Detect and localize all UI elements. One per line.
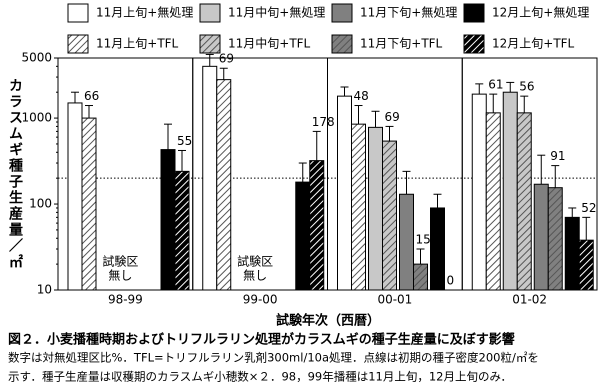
- bar: [430, 207, 445, 291]
- bar: [547, 187, 563, 291]
- ratio-label: 61: [488, 78, 503, 92]
- legend-label: 11月下旬+無処理: [360, 5, 457, 20]
- ratio-label: 48: [354, 89, 369, 103]
- legend-label: 12月上旬+TFL: [492, 37, 575, 51]
- bar: [81, 117, 97, 291]
- ratio-label: 178: [312, 115, 335, 129]
- x-tick-label: 99-00: [243, 293, 278, 307]
- legend-swatch: [331, 34, 353, 54]
- bar: [564, 216, 580, 291]
- bar: [295, 181, 311, 291]
- bar: [533, 183, 549, 291]
- bar: [202, 65, 218, 291]
- y-tick-label: 100: [29, 197, 52, 211]
- ratio-label: 91: [550, 149, 565, 163]
- x-axis-title: 試験年次（西暦）: [276, 313, 380, 329]
- bar: [309, 160, 325, 291]
- bar: [516, 112, 532, 291]
- caption-note: 数字は対無処理区比%．TFL=トリフルラリン乳剤300ml/10a処理．点線は初…: [8, 351, 539, 365]
- bar: [351, 123, 366, 291]
- legend-swatch: [67, 3, 89, 23]
- y-tick-label: 5000: [21, 51, 52, 65]
- bar: [160, 149, 176, 291]
- bar: [578, 239, 594, 291]
- caption-title: 図２．小麦播種時期およびトリフルラリン処理がカラスムギの種子生産量に及ぼす影響: [8, 332, 515, 348]
- ratio-label: 52: [581, 201, 596, 215]
- ratio-label: 56: [519, 80, 534, 94]
- ratio-label: 15: [416, 232, 431, 246]
- x-tick-label: 01-02: [512, 293, 547, 307]
- annotation: 試験区: [237, 254, 273, 269]
- legend-swatch: [199, 3, 221, 23]
- ratio-label: 0: [447, 274, 455, 288]
- ratio-label: 66: [84, 89, 99, 103]
- legend-swatch: [331, 3, 353, 23]
- y-axis-title: カラスムギ種子生産量／㎡: [7, 78, 23, 270]
- legend-swatch: [199, 34, 221, 54]
- y-tick-label: 10: [37, 283, 52, 297]
- x-tick-label: 98-99: [108, 293, 143, 307]
- legend-label: 11月下旬+TFL: [360, 37, 443, 51]
- bar: [413, 263, 428, 291]
- x-tick-label: 00-01: [377, 293, 412, 307]
- legend-label: 11月中旬+TFL: [228, 36, 311, 51]
- legend-label: 12月上旬+無処理: [492, 5, 589, 20]
- bar: [382, 140, 397, 291]
- y-tick-label: 1000: [21, 111, 52, 125]
- annotation: 無し: [243, 268, 267, 283]
- legend-swatch: [463, 34, 485, 54]
- bar: [216, 79, 232, 291]
- bar: [399, 193, 414, 291]
- bar: [368, 126, 383, 291]
- bar: [471, 93, 487, 291]
- annotation: 無し: [108, 268, 132, 283]
- caption-note: 示す．種子生産量は収穫期のカラスムギ小穂数×２．98，99年播種は11月上旬，1…: [8, 370, 512, 384]
- ratio-label: 69: [219, 52, 234, 66]
- ratio-label: 69: [385, 110, 400, 124]
- bar: [337, 95, 352, 291]
- legend-label: 11月上旬+無処理: [96, 5, 193, 20]
- legend-swatch: [67, 34, 89, 54]
- bar: [67, 102, 83, 291]
- legend-label: 11月上旬+TFL: [96, 37, 179, 51]
- legend-label: 11月中旬+無処理: [228, 5, 325, 20]
- legend-swatch: [463, 3, 485, 23]
- annotation: 試験区: [102, 254, 138, 269]
- bar: [502, 91, 518, 291]
- bar: [174, 170, 190, 291]
- bar: [485, 112, 501, 291]
- ratio-label: 55: [177, 134, 192, 148]
